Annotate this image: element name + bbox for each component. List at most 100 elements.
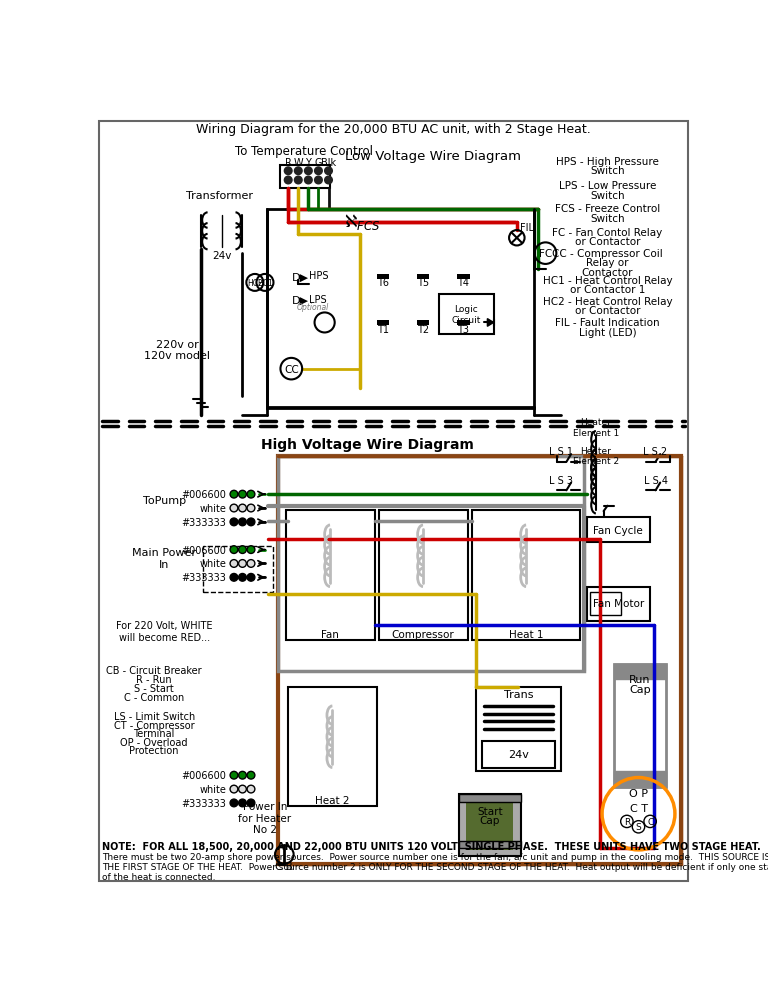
Text: T1: T1 [377, 324, 389, 334]
Text: white: white [200, 784, 227, 794]
Text: T2: T2 [417, 324, 429, 334]
Bar [614, 664, 667, 787]
Text: #006600: #006600 [181, 770, 227, 780]
Circle shape [239, 560, 247, 568]
Bar [379, 510, 468, 641]
Circle shape [247, 519, 255, 526]
Circle shape [239, 771, 247, 779]
Text: THE FIRST STAGE OF THE HEAT.  Power source number 2 is ONLY FOR THE SECOND STAGE: THE FIRST STAGE OF THE HEAT. Power sourc… [102, 863, 768, 872]
Bar [482, 741, 554, 767]
Circle shape [325, 168, 332, 175]
Bar [286, 510, 375, 641]
Circle shape [247, 505, 255, 512]
Text: L S 4: L S 4 [644, 475, 667, 485]
Bar [417, 274, 429, 279]
Text: Switch: Switch [590, 166, 625, 176]
Text: ToPump: ToPump [143, 496, 186, 506]
Text: LPS - Low Pressure: LPS - Low Pressure [559, 181, 656, 191]
Bar [458, 794, 521, 856]
Text: CT - Compressor: CT - Compressor [114, 721, 194, 731]
Text: T6: T6 [377, 278, 389, 288]
Circle shape [230, 574, 238, 581]
Circle shape [230, 560, 238, 568]
Text: Heater
Element 2: Heater Element 2 [573, 446, 619, 466]
Text: 24v: 24v [508, 748, 529, 758]
Text: Cap: Cap [629, 684, 650, 694]
Circle shape [315, 177, 322, 184]
Text: #333333: #333333 [181, 573, 227, 582]
Bar [376, 274, 389, 279]
Bar [475, 687, 561, 771]
Circle shape [230, 785, 238, 793]
Bar [288, 687, 377, 806]
Text: Trans: Trans [504, 690, 533, 700]
Circle shape [247, 771, 255, 779]
Text: HPS - High Pressure: HPS - High Pressure [556, 157, 659, 167]
Circle shape [247, 546, 255, 554]
Bar [280, 165, 330, 189]
Text: white: white [200, 559, 227, 569]
Text: FIL - Fault Indication: FIL - Fault Indication [555, 318, 660, 328]
Text: C - Common: C - Common [124, 693, 184, 703]
Text: C B: C B [276, 861, 293, 871]
Text: OP - Overload: OP - Overload [121, 738, 188, 747]
Text: HC2: HC2 [247, 278, 263, 287]
Text: T4: T4 [458, 278, 469, 288]
Text: #333333: #333333 [181, 798, 227, 808]
Circle shape [230, 491, 238, 499]
Bar [614, 664, 667, 679]
Text: Protection: Protection [129, 746, 179, 755]
Circle shape [247, 560, 255, 568]
Text: HC1 - Heat Control Relay: HC1 - Heat Control Relay [543, 275, 672, 286]
Text: FC: FC [539, 248, 552, 258]
Text: 220v or
120v model: 220v or 120v model [144, 339, 210, 361]
Circle shape [239, 505, 247, 512]
Bar [587, 587, 650, 621]
Text: L S 1: L S 1 [549, 446, 573, 456]
Text: T3: T3 [458, 324, 469, 334]
Text: $\mathit{\aleph}_{FCS}$: $\mathit{\aleph}_{FCS}$ [344, 212, 380, 232]
Bar [466, 801, 513, 850]
Bar [457, 321, 469, 325]
Text: Heater
Element 1: Heater Element 1 [573, 418, 619, 437]
Text: C: C [647, 817, 654, 826]
Text: W: W [293, 157, 303, 167]
Text: Run: Run [629, 674, 650, 684]
Bar [458, 841, 521, 849]
Text: Optional: Optional [297, 302, 329, 311]
Circle shape [305, 177, 312, 184]
Circle shape [247, 785, 255, 793]
Text: or Contactor: or Contactor [574, 237, 641, 247]
Bar [417, 321, 429, 325]
Text: R: R [624, 817, 630, 826]
Text: Heat 1: Heat 1 [509, 629, 544, 640]
Circle shape [239, 519, 247, 526]
Text: Fan: Fan [321, 629, 339, 640]
Text: or Contactor: or Contactor [574, 306, 641, 316]
Circle shape [239, 799, 247, 807]
Circle shape [239, 491, 247, 499]
Text: Low Voltage Wire Diagram: Low Voltage Wire Diagram [345, 150, 521, 163]
Text: #333333: #333333 [181, 517, 227, 528]
Text: FIL: FIL [520, 223, 534, 233]
Text: white: white [200, 504, 227, 514]
Text: There must be two 20-amp shore power sources.  Power source number one is for th: There must be two 20-amp shore power sou… [102, 852, 768, 862]
Text: HC2 - Heat Control Relay: HC2 - Heat Control Relay [543, 296, 672, 306]
Text: Start: Start [477, 806, 502, 817]
Circle shape [247, 799, 255, 807]
Polygon shape [488, 319, 494, 327]
Circle shape [285, 168, 292, 175]
Text: S: S [636, 822, 641, 831]
Bar [458, 794, 521, 802]
Circle shape [247, 574, 255, 581]
Text: Fan Motor: Fan Motor [593, 599, 644, 609]
Bar [457, 274, 469, 279]
Text: D▶: D▶ [292, 272, 309, 282]
Text: For 220 Volt, WHITE
will become RED...: For 220 Volt, WHITE will become RED... [116, 621, 213, 642]
Text: S - Start: S - Start [134, 684, 174, 694]
Text: or Contactor 1: or Contactor 1 [570, 285, 645, 295]
Circle shape [315, 168, 322, 175]
Text: L S 2: L S 2 [644, 446, 667, 456]
Text: Contactor: Contactor [581, 267, 634, 277]
Text: Y: Y [306, 157, 311, 167]
